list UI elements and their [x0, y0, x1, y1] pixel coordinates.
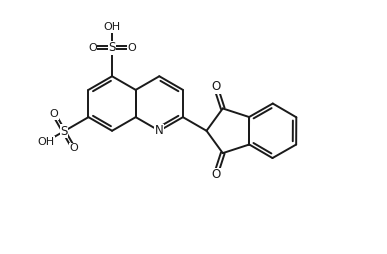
Text: O: O — [127, 43, 136, 53]
Text: O: O — [50, 109, 58, 119]
Text: S: S — [60, 125, 68, 138]
Text: O: O — [88, 43, 97, 53]
Text: OH: OH — [37, 137, 55, 147]
Text: N: N — [155, 124, 164, 137]
Text: O: O — [211, 80, 220, 93]
Text: OH: OH — [103, 22, 121, 32]
Text: S: S — [108, 41, 116, 54]
Text: O: O — [69, 144, 78, 153]
Text: O: O — [211, 168, 220, 181]
